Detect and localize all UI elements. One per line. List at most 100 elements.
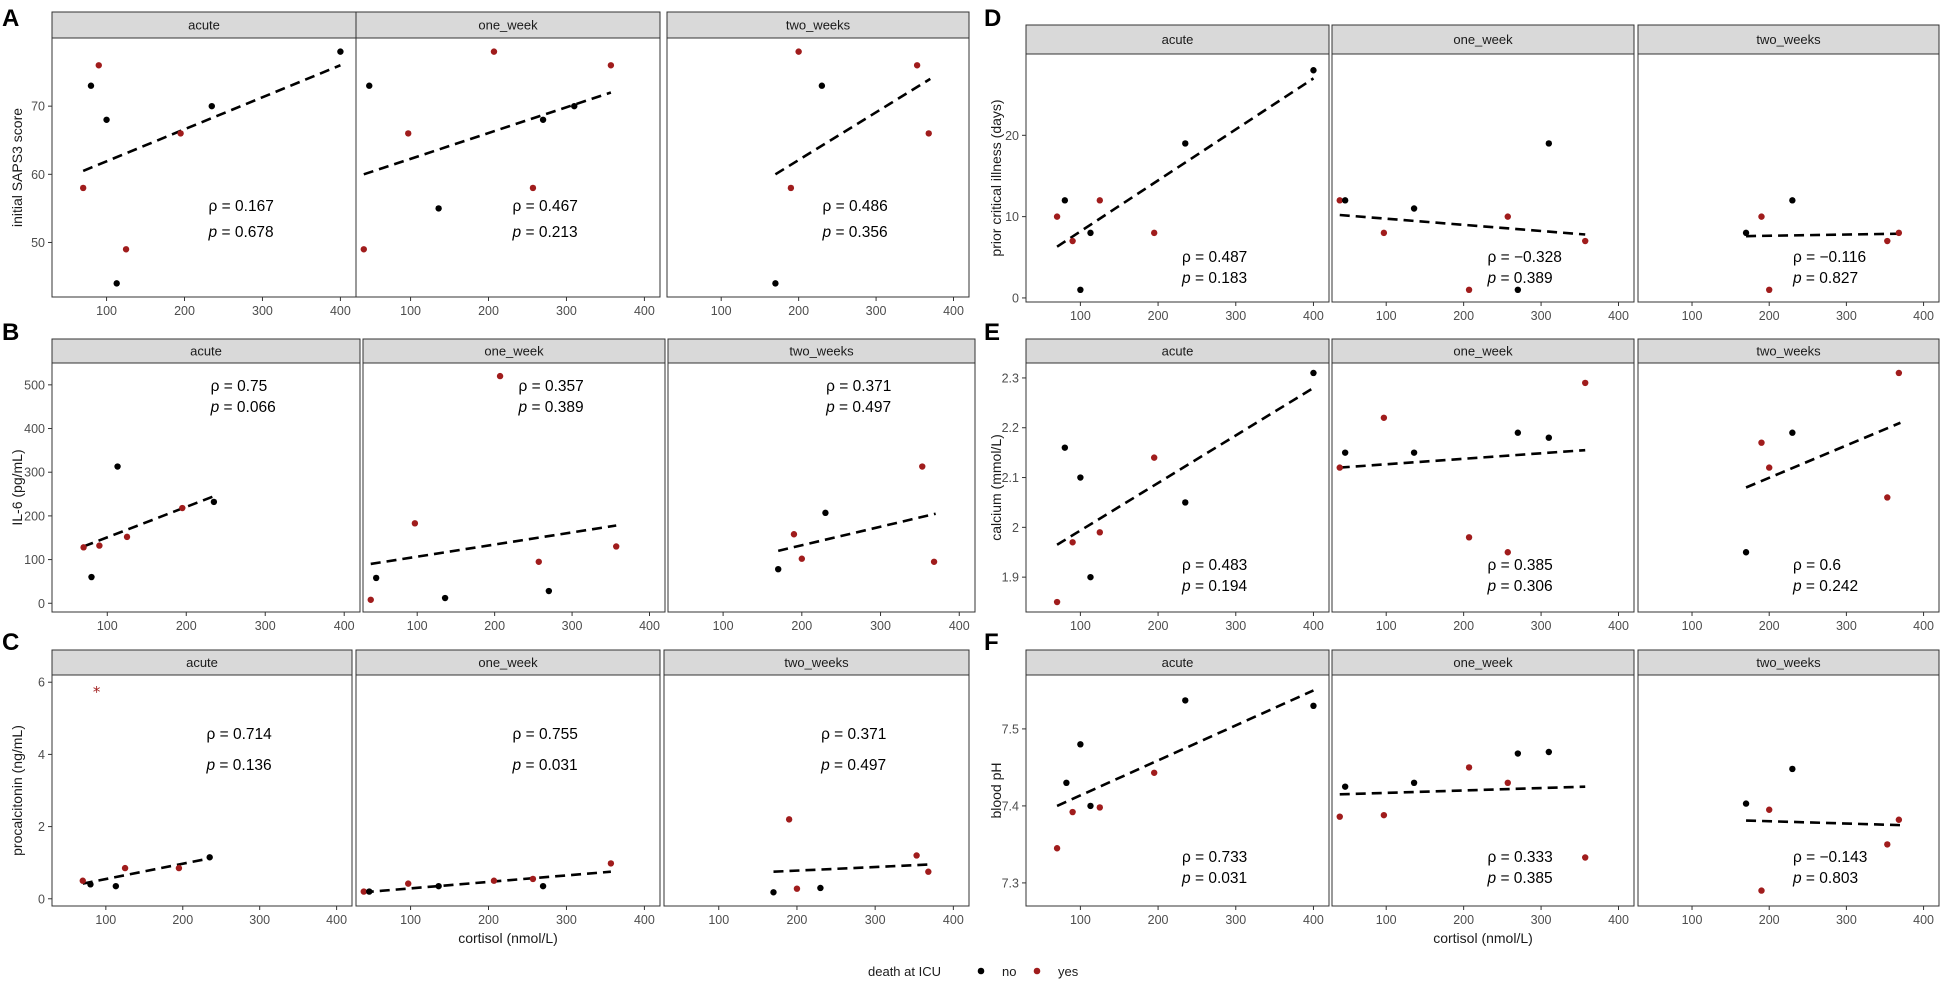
data-point-no bbox=[210, 498, 218, 506]
plot-frame bbox=[1331, 53, 1635, 303]
x-tick-label: 200 bbox=[1148, 309, 1169, 323]
x-tick-label: 300 bbox=[1531, 619, 1552, 633]
x-tick-label: 400 bbox=[1303, 913, 1324, 927]
data-point-yes bbox=[1465, 286, 1473, 294]
x-tick-label: 300 bbox=[870, 619, 891, 633]
x-tick-label: 200 bbox=[1759, 913, 1780, 927]
x-tick-label: 300 bbox=[1836, 619, 1857, 633]
data-point-yes bbox=[1895, 229, 1903, 237]
p-value-annotation: p = 0.389 bbox=[1487, 270, 1553, 287]
facet-strip-label: acute bbox=[1162, 344, 1194, 359]
x-tick-label: 200 bbox=[787, 913, 808, 927]
plot-frame bbox=[1637, 53, 1940, 303]
data-point-yes bbox=[121, 864, 129, 872]
data-point-no bbox=[441, 594, 449, 602]
plot-frame bbox=[362, 362, 666, 613]
data-point-yes bbox=[795, 48, 802, 55]
facet-strip-label: two_weeks bbox=[1756, 655, 1821, 670]
facet-acute: acute 100 200 300 400 7.3 7.4 7.5 ρ = 0.733 p = 0… bbox=[1002, 649, 1330, 927]
rho-annotation: ρ = 0.371 bbox=[821, 726, 886, 743]
data-point-no bbox=[1514, 750, 1522, 757]
data-point-no bbox=[1545, 140, 1553, 147]
data-point-yes bbox=[1766, 286, 1773, 294]
plot-frame bbox=[355, 37, 661, 298]
data-point-yes bbox=[793, 885, 801, 892]
p-value-annotation: p = 0.066 bbox=[210, 399, 276, 416]
legend-label-yes: yes bbox=[1058, 964, 1079, 979]
data-point-no bbox=[1789, 429, 1796, 436]
data-point-yes bbox=[787, 184, 795, 192]
data-point-yes bbox=[607, 62, 615, 69]
facet-strip-label: one_week bbox=[484, 344, 544, 359]
data-point-no bbox=[206, 854, 213, 861]
x-tick-label: 200 bbox=[484, 619, 505, 633]
x-tick-label: 200 bbox=[1759, 309, 1780, 323]
data-point-no bbox=[372, 574, 380, 582]
rho-annotation: ρ = 0.75 bbox=[211, 378, 268, 395]
data-point-no bbox=[539, 882, 547, 890]
x-tick-label: 100 bbox=[400, 913, 421, 927]
data-point-yes bbox=[1504, 779, 1511, 786]
x-tick-label: 100 bbox=[711, 304, 732, 318]
data-point-yes bbox=[1053, 845, 1061, 852]
data-point-yes bbox=[1758, 213, 1765, 220]
facet-one_week: one_week 100 200 300 400 ρ = −0.328 p = 0.389 bbox=[1331, 24, 1635, 323]
y-tick-label: 2.3 bbox=[1002, 371, 1019, 385]
data-point-yes bbox=[913, 62, 921, 69]
data-point-no bbox=[1545, 434, 1553, 441]
x-tick-label: 300 bbox=[249, 913, 270, 927]
y-tick-label: 300 bbox=[24, 466, 45, 480]
regression-line bbox=[82, 857, 210, 885]
data-point-no bbox=[366, 82, 373, 89]
data-point-no bbox=[435, 205, 442, 212]
facet-strip bbox=[1025, 338, 1330, 364]
y-tick-label: 60 bbox=[31, 168, 45, 182]
data-point-no bbox=[818, 82, 826, 89]
x-tick-label: 300 bbox=[1836, 913, 1857, 927]
plot-frame bbox=[1331, 362, 1635, 613]
data-point-no bbox=[1310, 67, 1317, 74]
data-point-yes bbox=[1096, 804, 1104, 811]
data-point-yes bbox=[1582, 379, 1589, 387]
data-point-yes bbox=[613, 543, 620, 550]
plot-frame bbox=[666, 37, 970, 298]
x-tick-label: 400 bbox=[639, 619, 660, 633]
x-tick-label: 200 bbox=[1148, 619, 1169, 633]
x-axis-title: cortisol (nmol/L) bbox=[458, 930, 558, 946]
rho-annotation: ρ = 0.467 bbox=[513, 198, 578, 215]
rho-annotation: ρ = 0.385 bbox=[1488, 557, 1553, 574]
data-point-yes bbox=[95, 62, 102, 69]
facet-strip bbox=[51, 649, 353, 676]
facet-strip bbox=[1331, 338, 1635, 364]
facet-strip-label: two_weeks bbox=[786, 18, 851, 33]
data-point-yes bbox=[1884, 494, 1891, 501]
data-point-no bbox=[87, 82, 95, 89]
y-tick-label: 0 bbox=[38, 597, 45, 611]
data-point-no bbox=[1063, 779, 1070, 786]
x-tick-label: 200 bbox=[1453, 913, 1474, 927]
rho-annotation: ρ = −0.116 bbox=[1793, 249, 1866, 266]
facet-strip-label: acute bbox=[188, 18, 220, 33]
data-point-yes bbox=[405, 880, 412, 887]
legend-label-no: no bbox=[1002, 964, 1016, 979]
data-point-no bbox=[1514, 429, 1522, 436]
data-point-no bbox=[1789, 197, 1796, 204]
y-tick-label: 1.9 bbox=[1002, 571, 1019, 585]
rho-annotation: ρ = 0.6 bbox=[1793, 557, 1841, 574]
y-tick-label: 50 bbox=[31, 236, 45, 250]
x-tick-label: 300 bbox=[252, 304, 273, 318]
facet-strip-label: two_weeks bbox=[784, 655, 849, 670]
data-point-no bbox=[539, 116, 547, 123]
data-point-yes bbox=[360, 246, 367, 253]
plot-frame bbox=[51, 674, 353, 907]
p-value-annotation: p = 0.827 bbox=[1792, 270, 1858, 287]
data-point-yes bbox=[179, 504, 186, 512]
facet-strip-label: two_weeks bbox=[1756, 32, 1821, 47]
data-point-no bbox=[1514, 286, 1522, 294]
facet-two_weeks: two_weeks 100 200 300 400 ρ = −0.143 p = 0.803 bbox=[1637, 649, 1940, 927]
x-tick-label: 400 bbox=[634, 913, 655, 927]
data-point-no bbox=[208, 102, 215, 110]
